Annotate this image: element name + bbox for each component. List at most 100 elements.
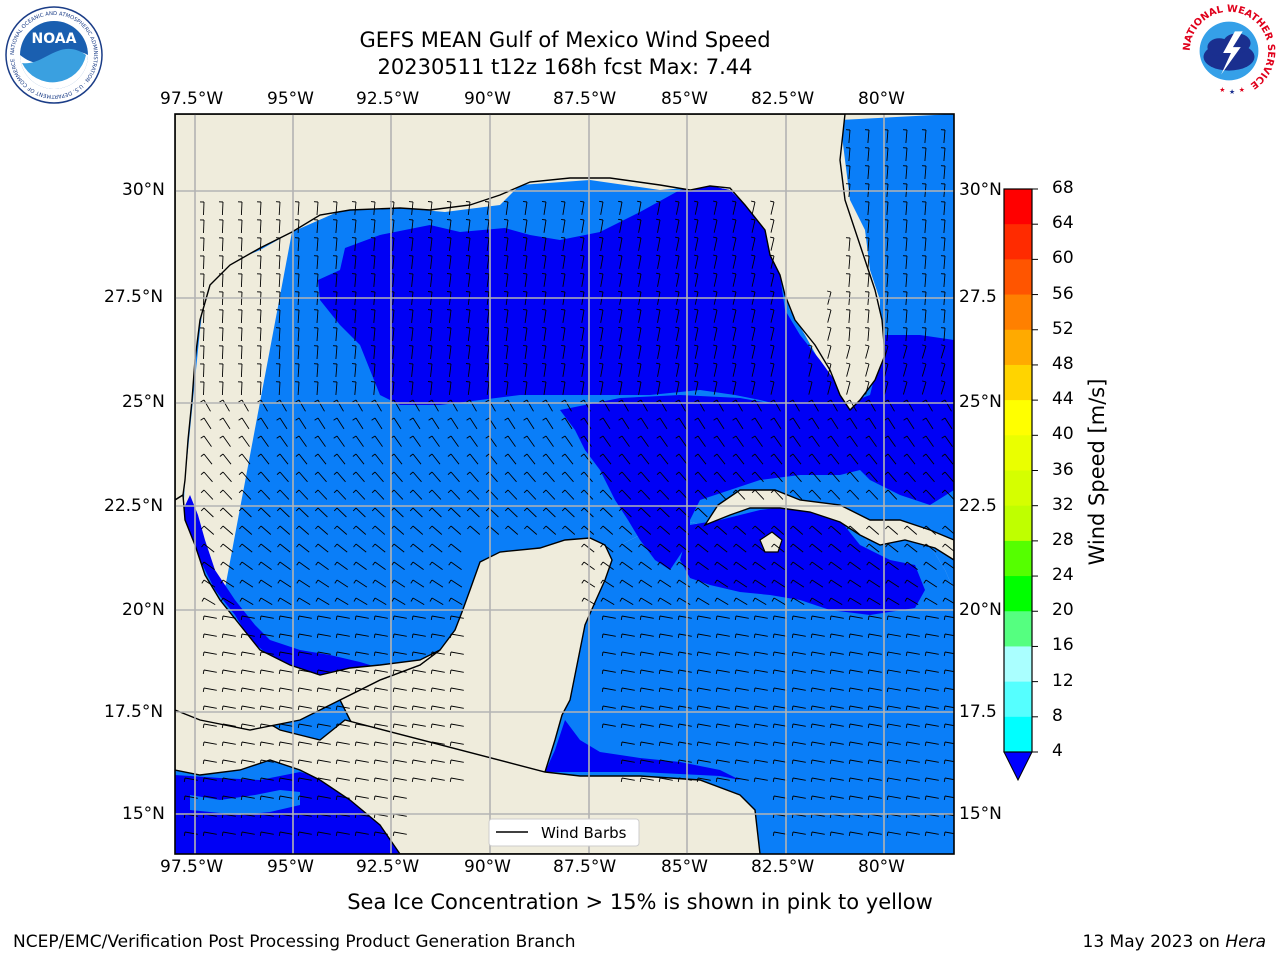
map-title: GEFS MEAN Gulf of Mexico Wind Speed — [359, 28, 771, 52]
wind-barb-flag — [542, 471, 547, 475]
wind-barb — [640, 651, 654, 655]
colorbar-tick-label: 44 — [1052, 389, 1074, 410]
wind-barb-flag — [446, 327, 452, 329]
wind-barb — [279, 687, 293, 691]
wind-barb — [203, 399, 211, 412]
wind-barb-flag — [601, 669, 604, 674]
wind-barb-flag — [484, 363, 490, 365]
wind-barb — [640, 471, 650, 483]
wind-barb-flag — [675, 308, 680, 311]
wind-barb — [675, 309, 680, 323]
wind-barb — [581, 345, 585, 359]
wind-barb — [260, 471, 270, 483]
wind-barb — [412, 525, 424, 535]
nws-logo: NATIONAL WEATHER SERVICE ★ ★ ★ — [1182, 4, 1276, 99]
wind-barb — [713, 219, 718, 233]
wind-barb-flag — [392, 669, 395, 674]
wind-barb-flag — [922, 471, 927, 475]
wind-barb — [564, 471, 574, 483]
wind-barb — [486, 255, 490, 269]
wind-barb — [507, 507, 518, 518]
wind-barb-flag — [619, 579, 623, 584]
wind-barb-flag — [504, 417, 509, 421]
wind-barb-flag — [257, 453, 262, 457]
wind-barb — [602, 471, 612, 483]
wind-barb — [336, 543, 348, 553]
wind-barb-flag — [619, 525, 623, 530]
wind-barb-flag — [239, 579, 243, 584]
wind-barb-flag — [239, 543, 243, 548]
wind-barb — [279, 399, 287, 412]
wind-barb — [887, 615, 901, 619]
wind-barb — [355, 723, 369, 727]
wind-barb-flag — [315, 561, 319, 566]
wind-barb-flag — [240, 777, 243, 782]
wind-barb — [830, 543, 842, 553]
wind-barb — [543, 237, 547, 251]
lon-label-bottom: 87.5°W — [553, 857, 617, 877]
wind-barb — [241, 525, 253, 535]
wind-barb-flag — [354, 723, 357, 728]
wind-barb — [450, 579, 463, 588]
wind-barb-flag — [580, 308, 585, 311]
wind-barb-flag — [943, 759, 946, 764]
wind-barb — [221, 345, 224, 360]
wind-barb — [619, 363, 623, 377]
wind-barb-flag — [694, 254, 699, 257]
wind-barb-flag — [677, 759, 680, 764]
wind-barb — [849, 471, 859, 483]
wind-barb-flag — [884, 435, 889, 439]
wind-barb-flag — [808, 417, 813, 421]
wind-barb-flag — [392, 777, 395, 782]
wind-barb — [773, 579, 786, 588]
wind-barb — [241, 669, 255, 673]
wind-barb-flag — [221, 615, 224, 620]
wind-barb-flag — [923, 579, 927, 584]
wind-barb — [450, 669, 464, 673]
wind-barb — [716, 687, 730, 691]
wind-barb — [716, 615, 730, 619]
wind-barb — [259, 273, 262, 288]
wind-barb — [827, 345, 832, 359]
wind-barb-flag — [354, 759, 357, 764]
wind-barb — [944, 597, 954, 604]
wind-barb-flag — [809, 597, 813, 602]
wind-barb — [412, 705, 426, 709]
wind-barb — [925, 687, 939, 691]
colorbar-tick-label: 28 — [1052, 529, 1074, 550]
wind-barb — [792, 561, 804, 570]
wind-barb — [849, 777, 863, 781]
wind-barb — [944, 651, 954, 655]
wind-barb — [602, 507, 613, 518]
wind-barb — [773, 723, 787, 727]
wind-barb-flag — [221, 777, 224, 782]
wind-barb-flag — [886, 651, 889, 656]
wind-barb-flag — [316, 759, 319, 764]
wind-barb — [868, 597, 881, 605]
wind-barb-flag — [221, 687, 224, 692]
wind-barb-flag — [733, 525, 737, 530]
wind-barb-flag — [751, 435, 756, 439]
wind-barb-flag — [638, 543, 642, 548]
colorbar-tick-label: 40 — [1052, 424, 1074, 445]
wind-barb-flag — [297, 705, 300, 710]
wind-barb-flag — [639, 687, 642, 692]
wind-barb — [486, 363, 490, 377]
wind-barb-flag — [523, 417, 528, 421]
wind-barb — [279, 759, 293, 763]
wind-barb-flag — [846, 453, 851, 457]
wind-barb — [697, 723, 711, 727]
wind-barb — [505, 381, 509, 395]
wind-barb-flag — [447, 489, 452, 494]
wind-barb-flag — [847, 597, 851, 602]
wind-barb — [374, 489, 385, 500]
wind-barb-flag — [903, 380, 908, 383]
wind-barb — [393, 435, 402, 447]
wind-barb-flag — [943, 795, 946, 800]
wind-barb-flag — [599, 507, 604, 512]
wind-barb — [355, 669, 369, 673]
wind-barb — [659, 669, 673, 673]
wind-barb — [355, 561, 367, 570]
wind-barb-flag — [314, 471, 319, 475]
wind-barb — [526, 417, 535, 430]
